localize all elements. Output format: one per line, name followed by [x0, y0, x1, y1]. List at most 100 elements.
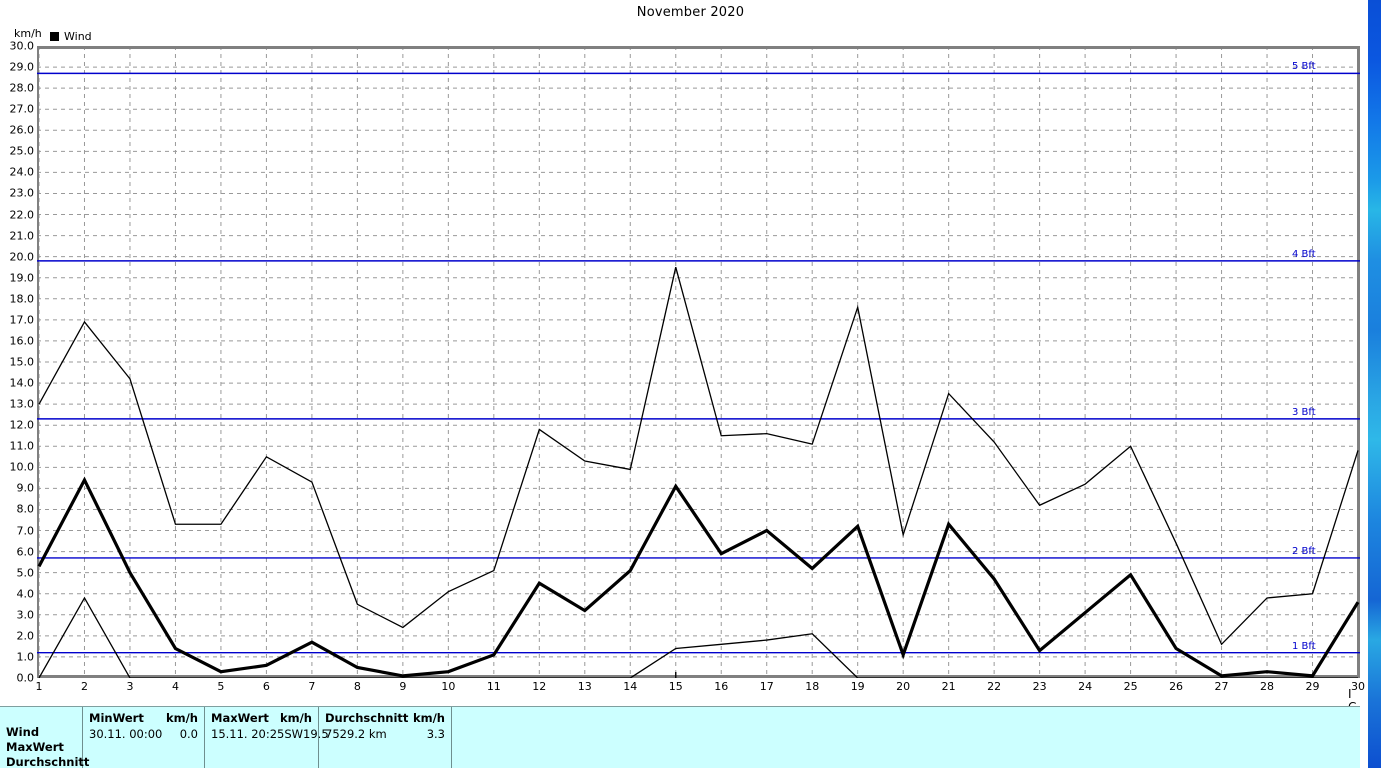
- x-tick-label: 11: [486, 680, 501, 693]
- x-tick-label: 5: [217, 680, 225, 693]
- summary-min-header: MinWert: [89, 711, 144, 725]
- x-axis-labels: 1 2 3 4 5 6 7 8 9 10 11 12 13 14 15 16 17 18 19 20 21 22 23 24 2…: [35, 680, 1366, 700]
- summary-min-unit: km/h: [165, 711, 198, 725]
- y-tick-label: 3.0: [16, 608, 35, 622]
- x-tick-label: 2: [80, 680, 88, 693]
- y-tick-label: 28.0: [9, 81, 35, 95]
- summary-row-label-1: MaxWert: [6, 740, 64, 754]
- x-tick-label: 6: [262, 680, 270, 693]
- summary-max-header: MaxWert: [211, 711, 269, 725]
- x-tick-label: 28: [1260, 680, 1275, 693]
- x-tick-label: 8: [353, 680, 361, 693]
- x-tick-label: 22: [987, 680, 1002, 693]
- x-tick-label: 23: [1032, 680, 1047, 693]
- x-tick-label: 14: [623, 680, 638, 693]
- summary-spacer: [452, 707, 1360, 768]
- x-tick-label: 25: [1123, 680, 1138, 693]
- summary-avg-header: Durchschnitt: [325, 711, 409, 725]
- x-tick-label: 4: [171, 680, 179, 693]
- summary-col-max: MaxWert km/h 15.11. 20:25 SW 19.5: [205, 707, 329, 768]
- y-tick-label: 18.0: [9, 292, 35, 306]
- beaufort-label: 3 Bft: [1292, 406, 1316, 418]
- x-tick-label: 13: [577, 680, 592, 693]
- y-tick-label: 25.0: [9, 144, 35, 158]
- summary-max-value: 19.5: [303, 727, 329, 741]
- x-tick-label: 17: [759, 680, 774, 693]
- y-tick-label: 14.0: [9, 376, 35, 390]
- y-tick-label: 17.0: [9, 313, 35, 327]
- y-tick-label: 15.0: [9, 355, 35, 369]
- summary-col-avg: Durchschnitt km/h 7529.2 km 3.3: [319, 707, 452, 768]
- y-tick-label: 9.0: [16, 481, 35, 495]
- page-title: November 2020: [636, 5, 745, 20]
- summary-row-label-2: Durchschnitt: [6, 755, 90, 768]
- y-tick-label: 0.0: [16, 671, 35, 685]
- summary-min-value: 0.0: [179, 727, 198, 741]
- y-tick-label: 1.0: [16, 650, 35, 664]
- y-tick-label: 10.0: [9, 460, 35, 474]
- beaufort-label: 2 Bft: [1292, 545, 1316, 557]
- x-tick-label: 26: [1169, 680, 1184, 693]
- x-tick-label: 7: [308, 680, 316, 693]
- summary-row-label-0: Wind: [6, 725, 40, 739]
- x-tick-label: 1: [35, 680, 43, 693]
- legend-swatch-icon: [50, 32, 59, 41]
- summary-avg-distance: 7529.2 km: [325, 727, 387, 741]
- x-tick-label: 9: [399, 680, 407, 693]
- y-tick-label: 6.0: [16, 545, 35, 559]
- x-tick-label: 18: [805, 680, 820, 693]
- y-tick-label: 27.0: [9, 102, 35, 116]
- x-tick-label: 12: [532, 680, 547, 693]
- y-tick-label: 24.0: [9, 165, 35, 179]
- summary-col-min: MinWert km/h 30.11. 00:00 0.0: [83, 707, 205, 768]
- x-tick-label: 29: [1305, 680, 1320, 693]
- y-tick-label: 23.0: [9, 186, 35, 200]
- summary-table: Wind MaxWert Durchschnitt MinWert km/h 3…: [0, 706, 1360, 768]
- summary-avg-value: 3.3: [426, 727, 445, 741]
- y-tick-label: 19.0: [9, 271, 35, 285]
- y-tick-label: 5.0: [16, 566, 35, 580]
- chart-plot-area[interactable]: [37, 46, 1360, 678]
- y-tick-label: 13.0: [9, 397, 35, 411]
- y-tick-label: 21.0: [9, 229, 35, 243]
- series-legend: Wind: [50, 30, 92, 43]
- legend-label: Wind: [64, 30, 92, 43]
- x-tick-label: 21: [941, 680, 956, 693]
- summary-row-labels: Wind MaxWert Durchschnitt: [0, 707, 90, 768]
- x-tick-label: 10: [441, 680, 456, 693]
- y-tick-label: 30.0: [9, 39, 35, 53]
- right-edge-mark: I: [1348, 687, 1352, 701]
- x-tick-label: 16: [714, 680, 729, 693]
- summary-max-time: 15.11. 20:25: [211, 727, 285, 741]
- y-tick-label: 7.0: [16, 524, 35, 538]
- x-tick-label: 20: [896, 680, 911, 693]
- beaufort-label: 1 Bft: [1292, 640, 1316, 652]
- y-axis-labels: 0.0 1.0 2.0 3.0 4.0 5.0 6.0 7.0 8.0 9.0 10.0 11.0 12…: [0, 40, 35, 685]
- x-tick-label: 24: [1078, 680, 1093, 693]
- y-axis-unit-label: km/h: [14, 27, 42, 40]
- y-tick-label: 8.0: [16, 502, 35, 516]
- y-tick-label: 4.0: [16, 587, 35, 601]
- series-line-min: [38, 596, 1358, 678]
- summary-max-direction: SW: [284, 727, 304, 741]
- beaufort-label: 5 Bft: [1292, 61, 1316, 73]
- summary-min-time: 30.11. 00:00: [89, 727, 163, 741]
- x-tick-label: 19: [850, 680, 865, 693]
- y-tick-label: 16.0: [9, 334, 35, 348]
- y-tick-label: 26.0: [9, 123, 35, 137]
- y-tick-label: 2.0: [16, 629, 35, 643]
- y-tick-label: 12.0: [9, 418, 35, 432]
- y-tick-label: 20.0: [9, 250, 35, 264]
- x-tick-label: 3: [126, 680, 134, 693]
- series-line-max: [38, 267, 1359, 646]
- right-edge-scrollbar[interactable]: [1368, 0, 1381, 768]
- x-tick-label: 27: [1214, 680, 1229, 693]
- x-tick-label: 15: [668, 680, 683, 693]
- series-line-durchschnitt: [37, 476, 1360, 678]
- x-tick-label: 30: [1351, 680, 1365, 693]
- y-tick-label: 11.0: [9, 439, 35, 453]
- y-tick-label: 22.0: [9, 208, 35, 222]
- beaufort-label: 4 Bft: [1292, 248, 1316, 260]
- chart-svg: [37, 46, 1360, 678]
